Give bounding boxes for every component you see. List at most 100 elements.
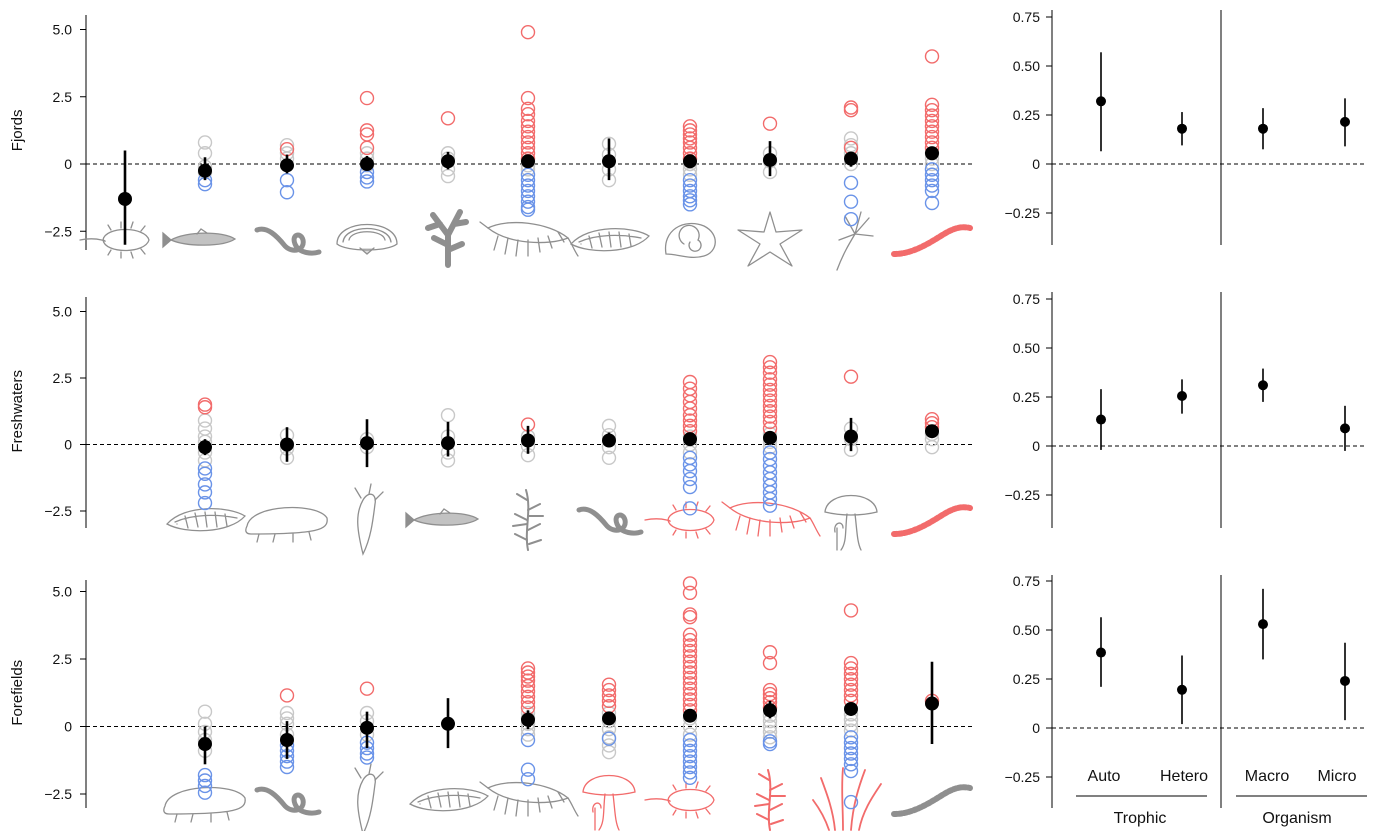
taxon-group xyxy=(254,137,322,256)
effect-point-red xyxy=(924,97,940,113)
protist-icon-stroke xyxy=(672,781,711,819)
effect-point-red xyxy=(682,627,698,642)
effect-point-blue xyxy=(520,183,536,199)
taxon-group xyxy=(162,135,237,249)
effect-point-gray xyxy=(197,421,213,436)
mean-point xyxy=(844,429,858,444)
mean-point xyxy=(360,720,374,735)
shrimp-icon-stroke xyxy=(721,501,821,537)
summary-mean-point xyxy=(1177,391,1187,402)
effect-point-red xyxy=(520,669,536,684)
taxon-group xyxy=(512,417,544,551)
effect-point-blue xyxy=(843,740,859,756)
effect-point-red xyxy=(682,670,698,686)
moss-icon xyxy=(754,769,786,831)
rotifer-icon-stroke xyxy=(357,493,376,556)
taxon-group xyxy=(336,90,398,255)
mean-point xyxy=(925,696,939,711)
effect-point-red xyxy=(359,681,375,696)
effect-point-red xyxy=(520,678,536,694)
effect-point-red xyxy=(924,108,940,123)
taxon-group xyxy=(737,116,803,267)
effect-point-blue xyxy=(682,172,698,188)
effect-point-blue xyxy=(520,202,536,217)
fish-icon-stroke xyxy=(439,508,451,515)
effect-point-red xyxy=(843,661,859,676)
effect-point-red xyxy=(762,398,778,414)
moss-icon xyxy=(512,489,544,551)
snail-icon-stroke xyxy=(664,222,716,259)
protist-icon xyxy=(79,221,150,259)
mushroom-icon-stroke xyxy=(834,522,844,551)
effect-point-blue xyxy=(359,750,375,765)
diatom-icon-stroke xyxy=(417,791,481,809)
effect-point-blue xyxy=(279,172,295,188)
diatom-icon-stroke xyxy=(165,508,246,532)
effect-panel-3: −2.5 0 2.5 5.0 Forefields xyxy=(9,576,975,831)
effect-point-blue xyxy=(682,197,698,212)
effect-point-red xyxy=(924,119,940,134)
y-tick-label: −2.5 xyxy=(44,503,72,519)
effect-point-gray xyxy=(924,439,940,455)
summary-mean-point xyxy=(1177,684,1187,695)
y-tick-label: 0.25 xyxy=(1013,389,1040,405)
mean-point xyxy=(360,157,374,171)
y-tick-label: 0 xyxy=(64,719,72,735)
moss-icon-stroke xyxy=(754,773,786,825)
effect-point-red xyxy=(682,681,698,696)
effect-point-red xyxy=(762,360,778,375)
tardigrade-icon-stroke xyxy=(256,531,312,543)
y-tick-label: 5.0 xyxy=(53,22,73,38)
effect-point-red xyxy=(520,101,536,117)
effect-point-gray xyxy=(197,135,213,150)
mean-point xyxy=(763,703,777,718)
category-label: Macro xyxy=(1245,768,1290,785)
effect-point-blue xyxy=(682,759,698,775)
rotifer-icon-stroke xyxy=(357,773,376,831)
effect-point-red xyxy=(762,404,778,419)
protist-icon xyxy=(644,501,715,539)
effect-point-blue xyxy=(682,479,698,495)
tardigrade-icon-stroke xyxy=(245,506,328,535)
tardigrade-icon xyxy=(163,786,246,823)
effect-point-red xyxy=(601,682,617,698)
taxon-group xyxy=(425,111,469,268)
taxon-group xyxy=(582,677,636,831)
mean-point xyxy=(198,440,212,455)
effect-point-red xyxy=(520,113,536,129)
effect-point-gray xyxy=(843,131,859,146)
y-tick-label: 0 xyxy=(64,437,72,453)
taxon-group xyxy=(664,119,716,259)
fish-icon xyxy=(162,228,237,249)
shrimp-icon xyxy=(479,221,579,257)
effect-point-red xyxy=(682,585,698,601)
category-label: Micro xyxy=(1317,768,1356,785)
effect-point-blue xyxy=(279,759,295,775)
effect-point-red xyxy=(359,140,375,156)
effect-point-red xyxy=(762,409,778,424)
effect-point-red xyxy=(197,400,213,415)
effect-point-red xyxy=(520,673,536,688)
earthworm-icon xyxy=(891,784,973,817)
effect-point-red xyxy=(359,123,375,138)
clam-icon xyxy=(336,224,398,255)
effect-point-blue xyxy=(359,174,375,189)
effect-point-gray xyxy=(762,719,778,734)
rotifer-icon xyxy=(354,763,384,831)
taxon-group xyxy=(165,397,246,532)
effect-point-gray xyxy=(682,727,698,742)
shrimp-icon-stroke xyxy=(493,791,565,817)
effect-point-blue xyxy=(924,183,940,199)
earthworm-icon-stroke xyxy=(891,224,973,257)
mean-point xyxy=(280,158,294,173)
mushroom-icon-stroke xyxy=(592,802,602,831)
effect-point-blue xyxy=(682,463,698,479)
taxon-group xyxy=(824,369,878,551)
effect-point-blue xyxy=(682,732,698,748)
summary-mean-point xyxy=(1177,123,1187,134)
taxon-group xyxy=(354,681,384,831)
effect-point-blue xyxy=(843,175,859,191)
mushroom-icon-stroke xyxy=(598,793,620,831)
effect-point-blue xyxy=(682,749,698,764)
